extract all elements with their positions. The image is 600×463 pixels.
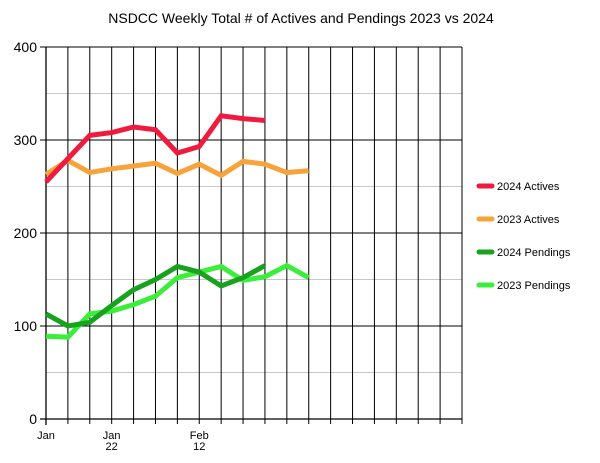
- series-lines: [44, 113, 310, 340]
- legend-label: 2023 Actives: [497, 214, 560, 226]
- series-line-2023-actives: [44, 157, 309, 179]
- major-grid: [45, 46, 463, 420]
- legend-label: 2023 Pendings: [497, 280, 571, 292]
- chart-title: NSDCC Weekly Total # of Actives and Pend…: [108, 10, 494, 26]
- y-tick-label: 0: [29, 411, 37, 427]
- x-tick-label: Jan: [103, 430, 121, 442]
- y-tick-label: 400: [14, 39, 38, 55]
- legend-item: 2024 Actives: [476, 181, 560, 193]
- x-tick-label: 12: [193, 441, 205, 453]
- legend-item: 2023 Actives: [476, 214, 560, 226]
- legend-item: 2023 Pendings: [476, 280, 571, 292]
- legend: 2024 Actives 2023 Actives 2024 Pendings 202…: [476, 181, 571, 292]
- series-line-2024-actives: [44, 113, 266, 184]
- y-tick-label: 100: [14, 318, 38, 334]
- y-tick-label: 200: [14, 225, 38, 241]
- series-line-2023-pendings: [45, 262, 310, 340]
- y-tick-label: 300: [14, 132, 38, 148]
- x-tick-label: Feb: [190, 430, 209, 442]
- legend-label: 2024 Actives: [497, 181, 560, 193]
- x-tick-label: Jan: [37, 430, 55, 442]
- legend-label: 2024 Pendings: [497, 247, 571, 259]
- x-tick-label: 22: [106, 441, 118, 453]
- legend-item: 2024 Pendings: [476, 247, 571, 259]
- series-line-2024-pendings: [44, 263, 267, 329]
- y-axis-ticks: 0 100 200 300 400: [14, 39, 46, 427]
- axes: [40, 47, 462, 425]
- minor-grid: [46, 93, 462, 373]
